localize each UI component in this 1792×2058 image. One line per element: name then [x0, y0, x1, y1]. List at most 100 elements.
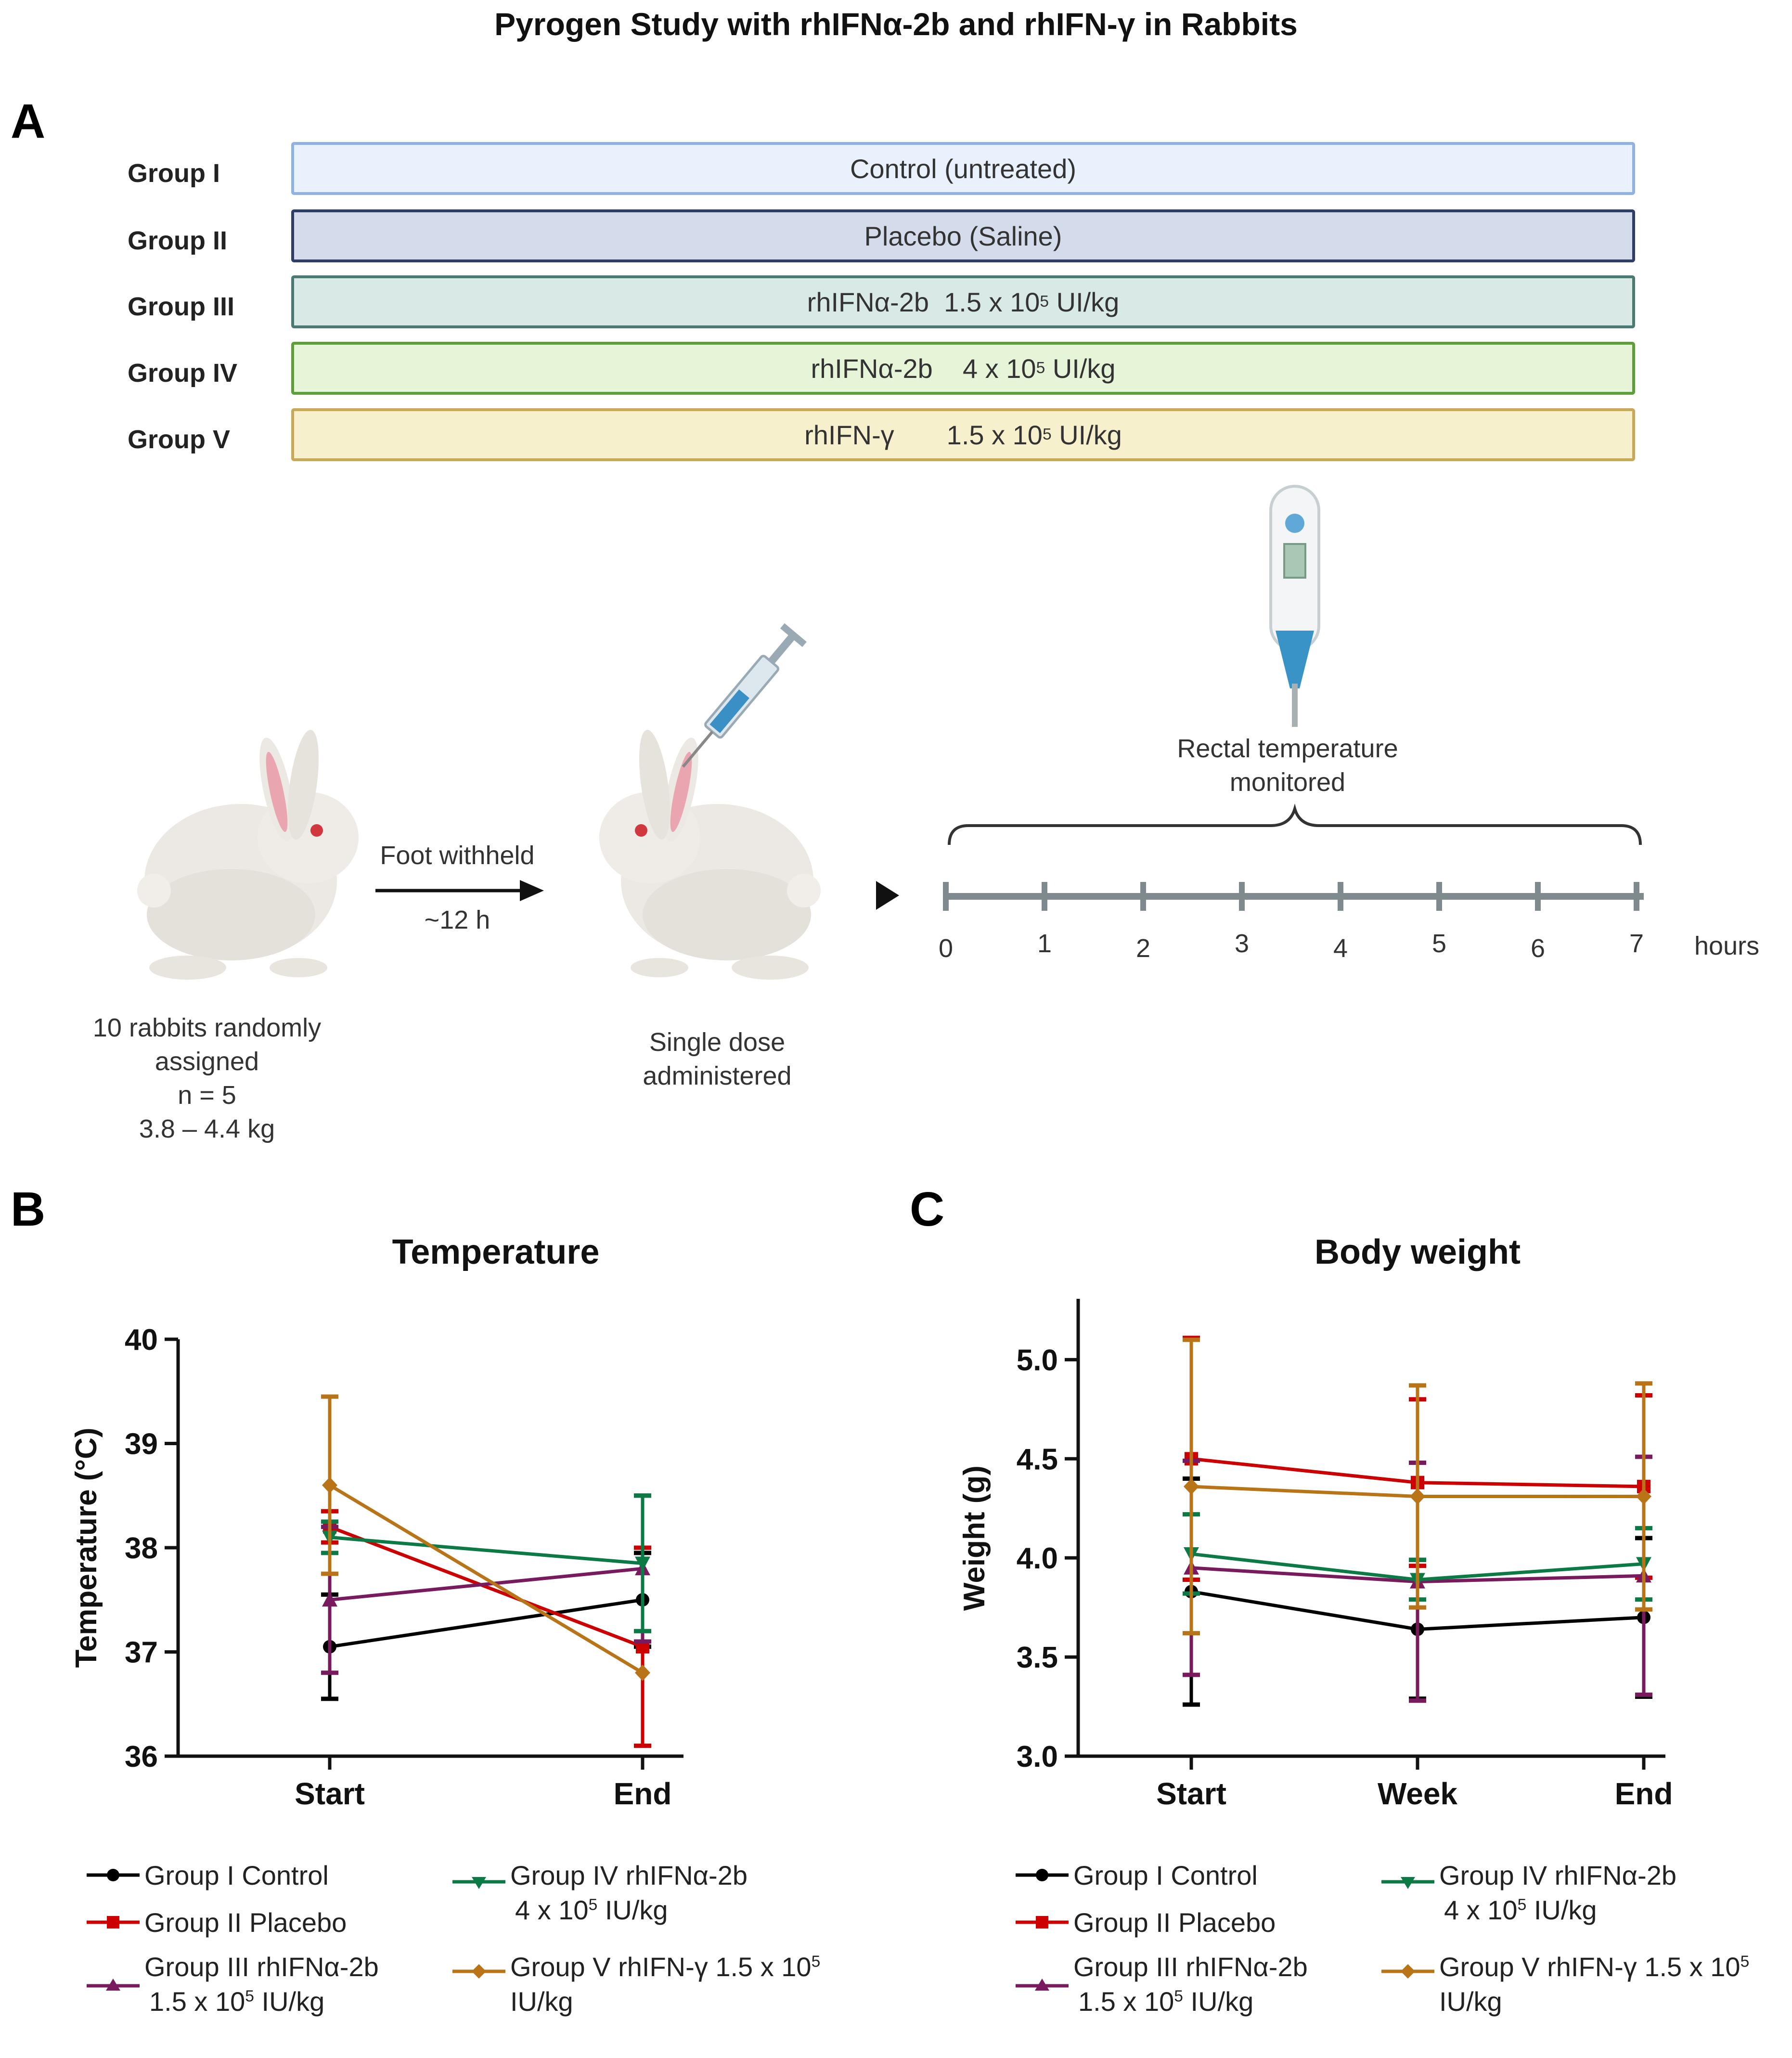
legend-label-group-4-line2: 4 x 105 IU/kg [1439, 1893, 1676, 1928]
group-bar-2: Placebo (Saline) [291, 209, 1635, 262]
legend-swatch-circle [82, 1858, 144, 1892]
series-line [329, 1566, 643, 1602]
timeline-tick-label: 4 [1333, 934, 1348, 963]
legend-label-group-4: Group IV rhIFNα-2b 4 x 105 IU/kg [510, 1858, 748, 1928]
monitor-line-1: Rectal temperature [1177, 734, 1398, 763]
x-tick-label: Start [295, 1776, 365, 1811]
y-tick-label: 36 [125, 1740, 158, 1773]
y-tick-label: 5.0 [1017, 1344, 1058, 1377]
legend-label-group-3-line1: Group III rhIFNα-2b [1073, 1952, 1308, 1982]
series-line [329, 1535, 643, 1565]
data-point-triangle-down [635, 1556, 650, 1571]
legend-label-group-3: Group III rhIFNα-2b 1.5 x 105 IU/kg [144, 1950, 379, 2019]
series-line [329, 1525, 644, 1648]
legend-label-group-4: Group IV rhIFNα-2b 4 x 105 IU/kg [1439, 1858, 1676, 1928]
timeline [943, 882, 1644, 911]
legend-item-group-1: Group I Control [1011, 1858, 1258, 1893]
legend-label-group-5: Group V rhIFN-γ 1.5 x 105 IU/kg [510, 1950, 820, 2019]
group-label-5: Group V [128, 425, 230, 454]
series-line [329, 1484, 644, 1674]
hours-label: hours [1694, 932, 1760, 960]
legend-label-group-5-line2: IU/kg [1439, 1986, 1502, 2017]
series [321, 1493, 651, 1675]
dose-line-1: Single dose [649, 1028, 786, 1057]
legend-label-group-4-line2: 4 x 105 IU/kg [510, 1893, 748, 1928]
arrow-label-bottom: ~12 h [424, 906, 490, 934]
y-axis-label: Weight (g) [958, 1465, 991, 1611]
series [1183, 1337, 1652, 1636]
legend-label-group-5-line1: Group V rhIFN-γ 1.5 x 10 [510, 1952, 812, 1982]
group-label-1: Group I [128, 159, 220, 188]
legend-exp-group-5: 5 [1740, 1953, 1750, 1971]
legend-dose-group-3: 1.5 x 10 [149, 1986, 245, 2017]
timeline-tick-label: 6 [1530, 934, 1546, 963]
series-line [329, 1598, 643, 1649]
rabbit-icon [137, 730, 359, 980]
timeline-tick-label: 5 [1431, 929, 1447, 958]
panel-letter-b: B [11, 1182, 46, 1236]
timeline-tick-label: 2 [1135, 934, 1151, 963]
legend-label-group-2: Group II Placebo [144, 1907, 347, 1938]
group-bar-drug-4: rhIFNα-2b [811, 353, 933, 384]
x-tick-label: End [1615, 1776, 1673, 1811]
rabbits-line-3: n = 5 [178, 1081, 236, 1110]
data-point-diamond [635, 1664, 650, 1681]
y-tick-label: 4.5 [1017, 1443, 1058, 1476]
legend-item-group-5: Group V rhIFN-γ 1.5 x 105 IU/kg [448, 1950, 820, 2019]
y-tick-label: 40 [125, 1323, 158, 1357]
rabbits-line-1: 10 rabbits randomly [92, 1013, 322, 1042]
legend-exp-group-5: 5 [811, 1953, 821, 1971]
legend-label-group-5: Group V rhIFN-γ 1.5 x 105 IU/kg [1439, 1950, 1749, 2019]
chart-title: Body weight [1315, 1233, 1521, 1271]
group-label-2: Group II [128, 226, 227, 255]
syringe-icon [682, 623, 807, 768]
brace-icon [948, 803, 1642, 845]
legend-label-group-5-line1: Group V rhIFN-γ 1.5 x 10 [1439, 1952, 1740, 1982]
data-point-diamond [1184, 1478, 1199, 1495]
series [321, 1394, 650, 1681]
dose-line-2: administered [643, 1061, 792, 1090]
legend-label-group-3-line1: Group III rhIFNα-2b [144, 1952, 379, 1982]
group-label-4: Group IV [128, 359, 237, 388]
legend-label-group-1: Group I Control [1073, 1860, 1258, 1890]
legend-swatch-triangle-up [1011, 1969, 1073, 2003]
rabbits-line-2: assigned [155, 1047, 259, 1076]
group-bar-unit-4: UI/kg [1052, 353, 1116, 384]
bodyweight-chart: Body weight 3.0 3.5 4.0 4.5 5.0 Start Week End We… [958, 1233, 1673, 1811]
play-triangle-icon [876, 881, 899, 910]
legend-label-group-5-line2: IU/kg [510, 1986, 573, 2017]
legend-swatch-triangle-up [82, 1969, 144, 2003]
legend-item-group-4: Group IV rhIFNα-2b 4 x 105 IU/kg [448, 1858, 748, 1928]
group-bar-dose-3: 1.5 x 10 [944, 286, 1040, 317]
legend-dose-group-4: 4 x 10 [1444, 1895, 1518, 1925]
group-bar-4: rhIFNα-2b 4 x 10 5 UI/kg [291, 342, 1635, 395]
legend-exp-group-3: 5 [1174, 1987, 1183, 2006]
y-tick-label: 38 [125, 1532, 158, 1565]
series [321, 1551, 651, 1701]
x-tick-label: End [614, 1776, 672, 1811]
legend-unit-group-3: IU/kg [1190, 1986, 1254, 2017]
legend-label-group-3: Group III rhIFNα-2b 1.5 x 105 IU/kg [1073, 1950, 1308, 2019]
group-label-3: Group III [128, 292, 234, 321]
legend-exp-group-4: 5 [588, 1896, 598, 1914]
legend-item-group-1: Group I Control [82, 1858, 329, 1893]
legend-item-group-2: Group II Placebo [82, 1905, 347, 1940]
legend-swatch-triangle-down [1377, 1865, 1439, 1899]
arrow-label-top: Foot withheld [380, 841, 535, 870]
y-tick-label: 37 [125, 1636, 158, 1670]
group-bar-1: Control (untreated) [291, 142, 1635, 195]
legend-unit-group-4: IU/kg [1534, 1895, 1597, 1925]
legend-item-group-3: Group III rhIFNα-2b 1.5 x 105 IU/kg [1011, 1950, 1308, 2019]
legend-swatch-diamond [448, 1954, 510, 1988]
legend-unit-group-3: IU/kg [261, 1986, 325, 2017]
legend-swatch-diamond [1377, 1954, 1439, 1988]
legend-exp-group-3: 5 [245, 1987, 254, 2006]
data-point-diamond [1636, 1488, 1651, 1505]
legend-dose-group-4: 4 x 10 [515, 1895, 589, 1925]
legend-exp-group-4: 5 [1517, 1896, 1527, 1914]
group-bar-dose-4: 4 x 10 [963, 353, 1036, 384]
y-axis-label: Temperature (°C) [70, 1427, 103, 1668]
legend-swatch-circle [1011, 1858, 1073, 1892]
series [321, 1493, 651, 1633]
legend-label-group-4-line1: Group IV rhIFNα-2b [510, 1860, 748, 1890]
